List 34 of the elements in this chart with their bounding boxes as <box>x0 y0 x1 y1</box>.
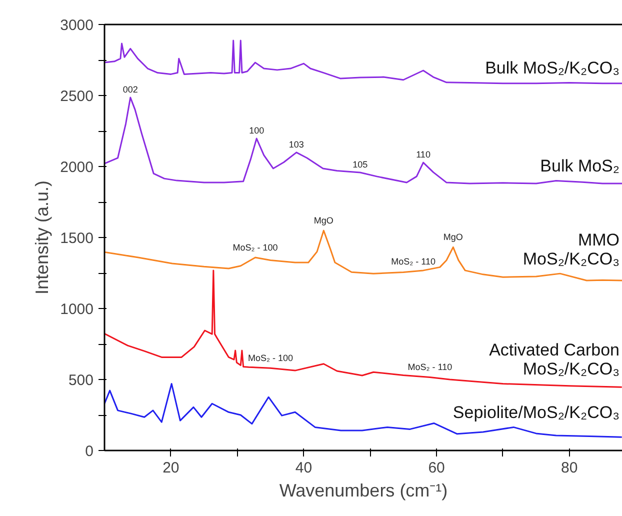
y-axis-title: Intensity (a.u.) <box>32 180 52 295</box>
annotation: MoS₂ - 110 <box>391 256 436 266</box>
x-tick-label: 20 <box>162 460 180 476</box>
annotation: 100 <box>249 126 264 136</box>
y-tick-label: 1500 <box>60 230 94 247</box>
line-series <box>104 40 622 84</box>
annotation: 110 <box>416 150 430 160</box>
series-label: MMO MoS₂/K₂CO₃ <box>522 230 620 268</box>
line-series <box>104 230 622 282</box>
line-series <box>104 96 622 184</box>
annotation: 103 <box>288 139 304 150</box>
annotation: 002 <box>122 84 138 94</box>
line-series <box>104 270 622 388</box>
series-label: Activated Carbon MoS₂/K₂CO₃ <box>489 340 620 379</box>
y-tick-label: 1000 <box>60 301 94 318</box>
annotation: MoS₂ - 100 <box>232 242 278 253</box>
y-tick-label: 0 <box>85 443 94 460</box>
annotation: MgO <box>314 216 334 226</box>
x-tick-label: 40 <box>295 460 312 476</box>
x-tick-label: 80 <box>561 460 578 476</box>
y-tick-label: 2000 <box>60 159 94 176</box>
y-tick-label: 3000 <box>60 17 94 34</box>
annotation: 105 <box>352 159 368 170</box>
x-tick-label: 60 <box>428 460 445 476</box>
x-axis-title: Wavenumbers (cm⁻¹) <box>279 480 448 500</box>
line-series <box>104 383 622 438</box>
y-tick-label: 500 <box>68 372 94 389</box>
series-label: Bulk MoS₂/K₂CO₃ <box>485 58 620 78</box>
series-label: Bulk MoS₂ <box>540 156 620 176</box>
series-label: Sepiolite/MoS₂/K₂CO₃ <box>452 403 620 422</box>
annotation: MgO <box>443 232 463 242</box>
annotation: MoS₂ - 100 <box>248 353 294 364</box>
y-tick-label: 2500 <box>60 88 94 105</box>
annotation: MoS₂ - 110 <box>408 362 452 372</box>
